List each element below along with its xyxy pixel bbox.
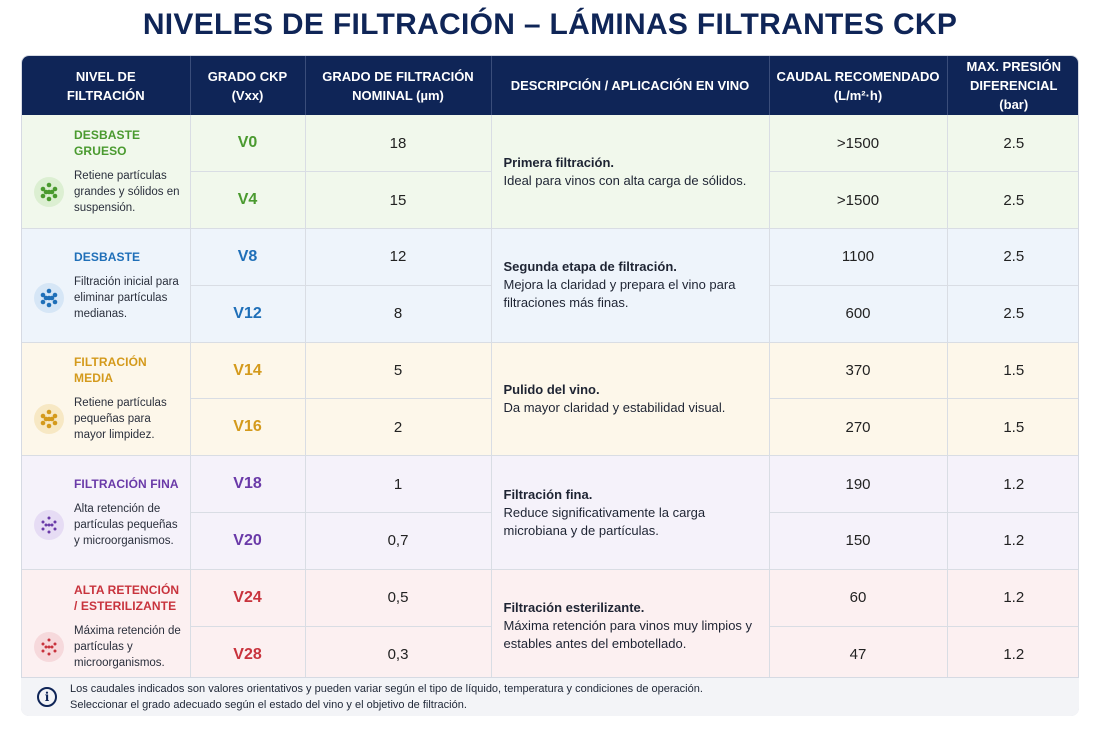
pressure-cell: 1.5 [947, 398, 1078, 457]
pressure-cell: 2.5 [947, 115, 1078, 173]
particles-icon [34, 282, 64, 313]
footer-note: i Los caudales indicados son valores ori… [21, 677, 1079, 716]
filtration-table: NIVEL DE FILTRACIÓN GRADO CKP (Vxx) GRAD… [22, 56, 1078, 684]
footer-line-2: Seleccionar el grado adecuado según el e… [70, 699, 467, 711]
nominal-cell: 12 [305, 228, 492, 286]
footer-line-1: Los caudales indicados son valores orien… [70, 683, 703, 695]
level-name: FILTRACIÓN FINA [74, 477, 179, 492]
pressure-cell: 2.5 [947, 228, 1078, 286]
level-description: Filtración inicial para eliminar partícu… [74, 275, 179, 320]
pressure-cell: 1.5 [947, 342, 1078, 400]
table-row: V12 8 600 2.5 [22, 285, 1078, 343]
flow-cell: >1500 [769, 171, 948, 230]
particles-icon [34, 404, 64, 435]
level-cell: DESBASTE Filtración inicial para eliminar… [22, 228, 191, 343]
info-icon: i [37, 687, 57, 707]
grade-cell: V28 [190, 626, 306, 684]
grade-cell: V24 [190, 569, 306, 627]
nominal-cell: 0,5 [305, 569, 492, 627]
nominal-cell: 8 [305, 285, 492, 343]
grade-cell: V4 [190, 171, 306, 230]
description-cell: Segunda etapa de filtración. Mejora la cl… [491, 228, 770, 343]
level-description: Retiene partículas pequeñas para mayor l… [74, 397, 167, 442]
header-level: NIVEL DE FILTRACIÓN [22, 56, 191, 115]
grade-cell: V0 [190, 115, 306, 173]
footer-text: Los caudales indicados son valores orien… [70, 681, 703, 713]
level-name: ALTA RETENCIÓN / ESTERILIZANTE [74, 582, 180, 613]
particles-icon [34, 510, 64, 541]
grade-cell: V14 [190, 342, 306, 400]
flow-cell: 47 [769, 626, 948, 684]
flow-cell: 150 [769, 512, 948, 570]
pressure-cell: 1.2 [947, 455, 1078, 514]
grade-cell: V16 [190, 398, 306, 457]
level-name: DESBASTE GRUESO [74, 128, 141, 159]
header-nominal: GRADO DE FILTRACIÓN NOMINAL (µm) [305, 56, 492, 115]
description-body: Ideal para vinos con alta carga de sólid… [503, 172, 747, 188]
particles-icon [34, 177, 64, 208]
filtration-table-container: NIVEL DE FILTRACIÓN GRADO CKP (Vxx) GRAD… [21, 55, 1079, 716]
description-cell: Filtración esterilizante. Máxima retenció… [491, 569, 770, 684]
grade-cell: V20 [190, 512, 306, 570]
table-header-row: NIVEL DE FILTRACIÓN GRADO CKP (Vxx) GRAD… [22, 56, 1078, 115]
grade-cell: V18 [190, 455, 306, 514]
header-grade: GRADO CKP (Vxx) [190, 56, 306, 115]
table-row: ALTA RETENCIÓN / ESTERILIZANTE Máxima ret… [22, 569, 1078, 684]
description-cell: Filtración fina. Reduce significativament… [491, 455, 770, 570]
grade-cell: V8 [190, 228, 306, 286]
level-cell: ALTA RETENCIÓN / ESTERILIZANTE Máxima ret… [22, 569, 191, 684]
pressure-cell: 1.2 [947, 569, 1078, 627]
pressure-cell: 1.2 [947, 626, 1078, 684]
level-name: DESBASTE [74, 249, 141, 264]
level-cell: FILTRACIÓN FINA Alta retención de partícu… [22, 455, 191, 570]
pressure-cell: 1.2 [947, 512, 1078, 570]
page-title: NIVELES DE FILTRACIÓN – LÁMINAS FILTRANT… [142, 8, 958, 41]
level-description: Máxima retención de partículas y microor… [74, 624, 181, 669]
nominal-cell: 15 [305, 171, 492, 230]
description-body: Mejora la claridad y prepara el vino par… [503, 277, 736, 311]
grade-cell: V12 [190, 285, 306, 343]
flow-cell: 270 [769, 398, 948, 457]
description-body: Máxima retención para vinos muy limpios … [503, 618, 753, 652]
description-cell: Pulido del vino. Da mayor claridad y esta… [491, 342, 770, 457]
level-cell: FILTRACIÓN MEDIA Retiene partículas peque… [22, 342, 191, 457]
flow-cell: 60 [769, 569, 948, 627]
level-name: FILTRACIÓN MEDIA [74, 355, 147, 386]
table-row: FILTRACIÓN FINA Alta retención de partícu… [22, 455, 1078, 570]
level-description: Alta retención de partículas pequeñas y … [74, 503, 178, 548]
description-title: Pulido del vino. [503, 381, 600, 397]
nominal-cell: 5 [305, 342, 492, 400]
nominal-cell: 2 [305, 398, 492, 457]
header-flow: CAUDAL RECOMENDADO (L/m²·h) [769, 56, 948, 115]
pressure-cell: 2.5 [947, 171, 1078, 230]
description-body: Da mayor claridad y estabilidad visual. [503, 399, 726, 415]
description-body: Reduce significativamente la carga micro… [503, 504, 706, 538]
header-description: DESCRIPCIÓN / APLICACIÓN EN VINO [491, 56, 770, 115]
level-description: Retiene partículas grandes y sólidos en … [74, 170, 180, 215]
flow-cell: 1100 [769, 228, 948, 286]
flow-cell: 370 [769, 342, 948, 400]
description-title: Filtración fina. [503, 486, 593, 502]
flow-cell: 600 [769, 285, 948, 343]
description-title: Primera filtración. [503, 154, 615, 170]
level-cell: DESBASTE GRUESO Retiene partículas grande… [22, 115, 191, 230]
nominal-cell: 18 [305, 115, 492, 173]
table-row: DESBASTE Filtración inicial para eliminar… [22, 228, 1078, 343]
table-row: FILTRACIÓN MEDIA Retiene partículas peque… [22, 342, 1078, 457]
description-title: Segunda etapa de filtración. [503, 259, 677, 275]
nominal-cell: 0,7 [305, 512, 492, 570]
nominal-cell: 1 [305, 455, 492, 514]
table-row: DESBASTE GRUESO Retiene partículas grande… [22, 115, 1078, 230]
description-title: Filtración esterilizante. [503, 600, 645, 616]
nominal-cell: 0,3 [305, 626, 492, 684]
flow-cell: >1500 [769, 115, 948, 173]
particles-icon [34, 631, 64, 662]
pressure-cell: 2.5 [947, 285, 1078, 343]
flow-cell: 190 [769, 455, 948, 514]
description-cell: Primera filtración. Ideal para vinos con … [491, 115, 770, 230]
header-pressure: MAX. PRESIÓN DIFERENCIAL (bar) [947, 56, 1078, 115]
